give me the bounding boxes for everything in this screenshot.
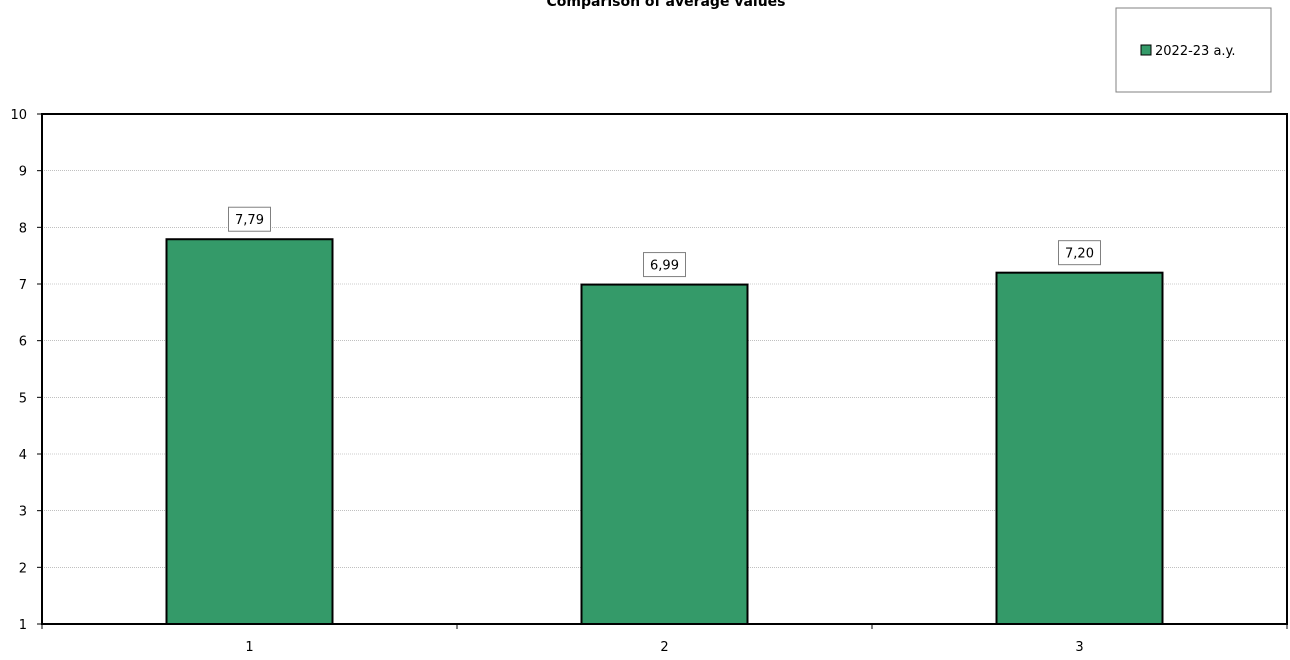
data-label: 6,99 [650, 259, 679, 274]
y-tick-label: 7 [19, 278, 27, 293]
bar [580, 283, 749, 625]
x-tick-label: 1 [245, 640, 253, 655]
bar [165, 238, 334, 625]
data-label-box [643, 252, 686, 278]
data-label-box [228, 206, 271, 232]
legend-label: 2022-23 a.y. [1155, 44, 1236, 59]
y-tick-label: 1 [19, 618, 27, 633]
y-tick-label: 8 [19, 221, 27, 236]
y-tick-label: 2 [19, 561, 27, 576]
y-tick-label: 4 [19, 448, 27, 463]
data-label: 7,79 [235, 213, 264, 228]
x-tick-label: 2 [660, 640, 668, 655]
y-tick-label: 6 [19, 335, 27, 350]
data-label-box [1058, 240, 1101, 266]
legend-swatch [1140, 44, 1152, 56]
y-tick-label: 10 [10, 108, 27, 123]
y-tick-label: 5 [19, 391, 27, 406]
y-tick-label: 3 [19, 505, 27, 520]
chart-title: Comparison of average values [546, 0, 785, 10]
x-tick-label: 3 [1075, 640, 1083, 655]
data-label: 7,20 [1065, 247, 1094, 262]
y-tick-label: 9 [19, 165, 27, 180]
bar [995, 271, 1164, 625]
